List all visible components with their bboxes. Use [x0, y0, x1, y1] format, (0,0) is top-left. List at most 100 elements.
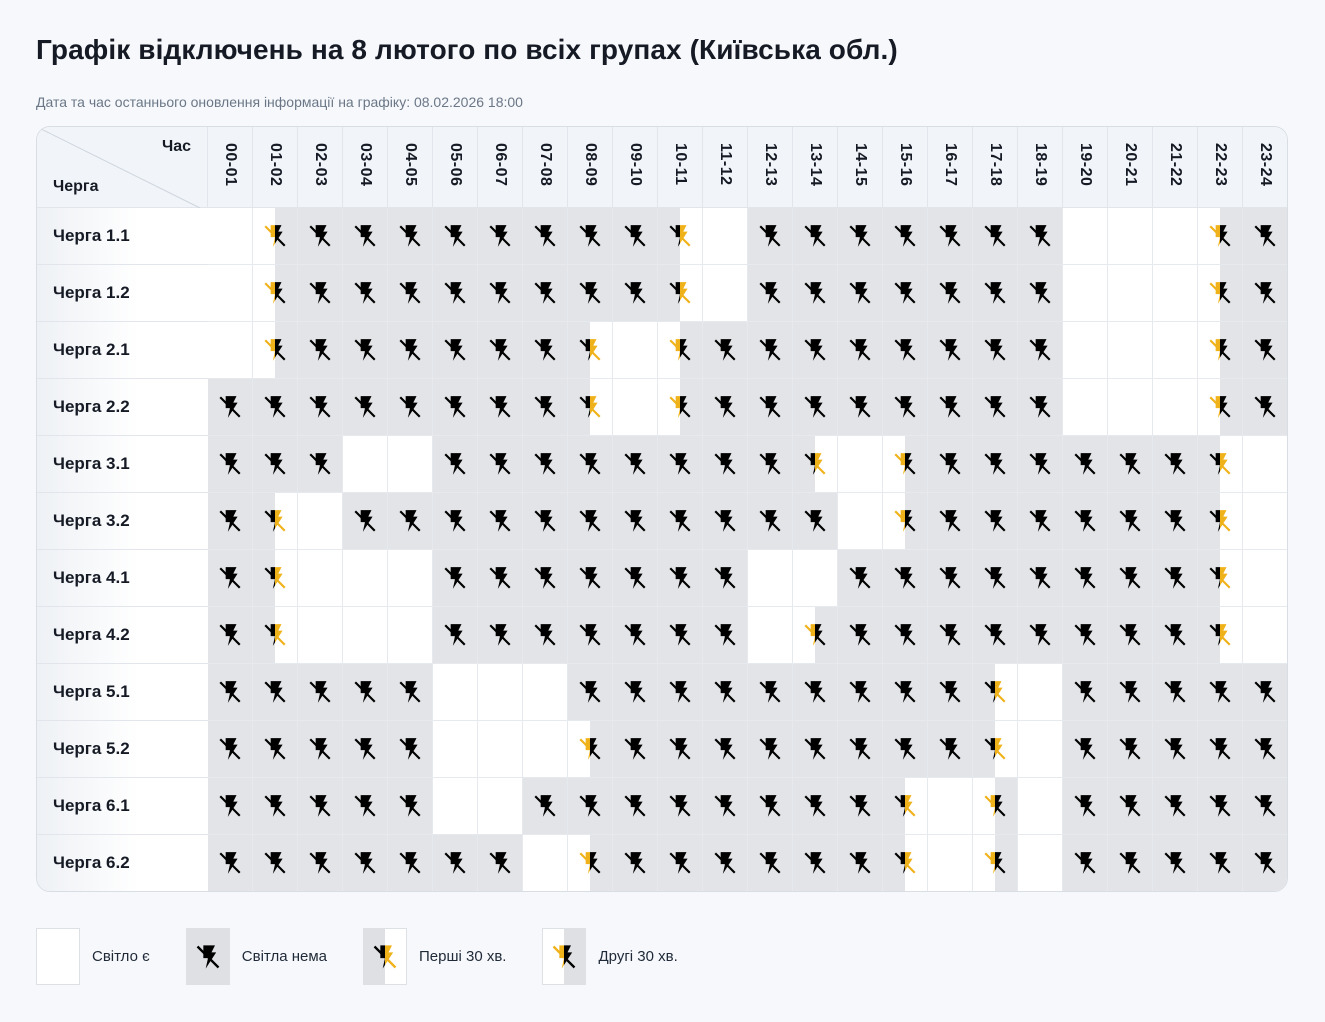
schedule-cell: [1018, 493, 1063, 550]
schedule-cell: [928, 436, 973, 493]
hour-axis-label: Час: [161, 138, 191, 155]
no-power-bolt-icon: [939, 624, 961, 646]
schedule-cell: [433, 550, 478, 607]
no-power-bolt-icon: [669, 396, 691, 418]
schedule-cell: [568, 835, 613, 891]
schedule-cell: [793, 322, 838, 379]
schedule-cell: [478, 379, 523, 436]
schedule-cell: [1198, 436, 1243, 493]
schedule-cell: [1243, 436, 1287, 493]
schedule-cell: [208, 265, 253, 322]
no-power-bolt-icon: [1164, 852, 1186, 874]
schedule-cell: [973, 379, 1018, 436]
schedule-cell: [1063, 550, 1108, 607]
no-power-bolt-icon: [1209, 852, 1231, 874]
queue-row-label: Черга 5.1: [37, 664, 208, 721]
hour-label: 11-12: [717, 143, 734, 186]
no-power-bolt-icon: [849, 624, 871, 646]
legend-item: Перші 30 хв.: [362, 928, 506, 985]
schedule-cell: [1243, 664, 1287, 721]
hour-header-00-01: 00-01: [208, 127, 253, 208]
legend-item: Другі 30 хв.: [542, 928, 678, 985]
no-power-bolt-icon: [444, 225, 466, 247]
schedule-cell: [478, 607, 523, 664]
schedule-cell: [748, 778, 793, 835]
schedule-cell: [343, 436, 388, 493]
schedule-cell: [523, 550, 568, 607]
hour-header-12-13: 12-13: [748, 127, 793, 208]
no-power-bolt-icon: [1164, 624, 1186, 646]
schedule-cell: [1198, 322, 1243, 379]
schedule-cell: [658, 550, 703, 607]
no-power-bolt-icon: [714, 510, 736, 532]
schedule-cell: [838, 493, 883, 550]
schedule-cell: [1018, 379, 1063, 436]
schedule-cell: [208, 322, 253, 379]
no-power-bolt-icon: [624, 852, 646, 874]
schedule-cell: [658, 493, 703, 550]
schedule-cell: [703, 265, 748, 322]
no-power-bolt-icon: [264, 225, 286, 247]
schedule-cell: [748, 493, 793, 550]
schedule-cell: [1243, 265, 1287, 322]
schedule-cell: [523, 664, 568, 721]
schedule-cell: [1063, 436, 1108, 493]
hour-label: 22-23: [1212, 143, 1229, 187]
schedule-cell: [253, 550, 298, 607]
hour-label: 12-13: [762, 143, 779, 187]
schedule-cell: [478, 550, 523, 607]
schedule-cell: [298, 322, 343, 379]
no-power-bolt-icon: [579, 453, 601, 475]
schedule-cell: [208, 778, 253, 835]
no-power-bolt-icon: [939, 225, 961, 247]
no-power-bolt-icon: [553, 944, 576, 969]
no-power-bolt-icon: [984, 453, 1006, 475]
no-power-bolt-icon: [579, 852, 601, 874]
hour-header-04-05: 04-05: [388, 127, 433, 208]
schedule-cell: [973, 265, 1018, 322]
no-power-bolt-icon: [1119, 738, 1141, 760]
schedule-cell: [1198, 778, 1243, 835]
schedule-cell: [883, 835, 928, 891]
queue-row-label: Черга 1.2: [37, 265, 208, 322]
schedule-cell: [298, 208, 343, 265]
no-power-bolt-icon: [579, 510, 601, 532]
no-power-bolt-icon: [1254, 282, 1276, 304]
schedule-cell: [478, 322, 523, 379]
no-power-bolt-icon: [894, 225, 916, 247]
schedule-cell: [433, 322, 478, 379]
schedule-cell: [433, 265, 478, 322]
no-power-bolt-icon: [669, 795, 691, 817]
no-power-bolt-icon: [1164, 453, 1186, 475]
no-power-bolt-icon: [849, 339, 871, 361]
no-power-bolt-icon: [939, 339, 961, 361]
hour-label: 06-07: [492, 143, 509, 187]
schedule-cell: [433, 208, 478, 265]
no-power-bolt-icon: [399, 852, 421, 874]
schedule-cell: [388, 436, 433, 493]
schedule-cell: [253, 322, 298, 379]
schedule-cell: [208, 607, 253, 664]
no-power-bolt-icon: [804, 795, 826, 817]
schedule-cell: [928, 322, 973, 379]
no-power-bolt-icon: [264, 795, 286, 817]
schedule-cell: [748, 607, 793, 664]
hour-header-05-06: 05-06: [433, 127, 478, 208]
no-power-bolt-icon: [1164, 681, 1186, 703]
schedule-cell: [1108, 322, 1153, 379]
schedule-cell: [748, 379, 793, 436]
no-power-bolt-icon: [804, 624, 826, 646]
schedule-table: Час Черга 00-01 01-02 02-03 03-04 04-05 05-06…: [36, 126, 1288, 892]
legend-swatch: [36, 928, 80, 985]
no-power-bolt-icon: [894, 852, 916, 874]
hour-label: 02-03: [312, 143, 329, 187]
schedule-cell: [793, 208, 838, 265]
schedule-cell: [568, 664, 613, 721]
no-power-bolt-icon: [759, 282, 781, 304]
no-power-bolt-icon: [1209, 738, 1231, 760]
schedule-cell: [568, 721, 613, 778]
schedule-cell: [658, 778, 703, 835]
hour-header-15-16: 15-16: [883, 127, 928, 208]
schedule-cell: [973, 436, 1018, 493]
schedule-cell: [748, 436, 793, 493]
